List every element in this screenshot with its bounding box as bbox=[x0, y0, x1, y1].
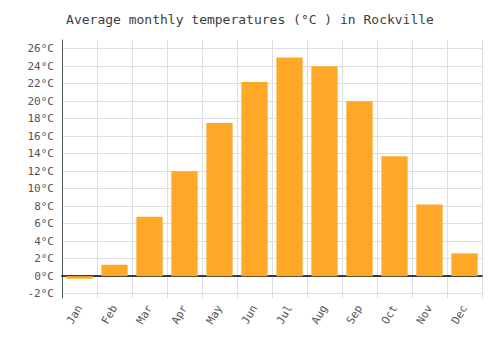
svg-text:Oct: Oct bbox=[379, 303, 400, 327]
svg-text:12°C: 12°C bbox=[28, 165, 55, 178]
svg-text:Nov: Nov bbox=[414, 302, 435, 326]
svg-text:8°C: 8°C bbox=[34, 200, 54, 213]
svg-text:16°C: 16°C bbox=[28, 130, 55, 143]
svg-text:4°C: 4°C bbox=[34, 235, 54, 248]
svg-text:Jan: Jan bbox=[64, 303, 85, 327]
svg-text:26°C: 26°C bbox=[28, 42, 55, 55]
svg-text:22°C: 22°C bbox=[28, 77, 55, 90]
svg-text:May: May bbox=[204, 302, 225, 326]
svg-text:Feb: Feb bbox=[99, 303, 120, 327]
svg-text:14°C: 14°C bbox=[28, 147, 55, 160]
svg-text:Mar: Mar bbox=[134, 302, 155, 326]
svg-text:Apr: Apr bbox=[169, 302, 190, 326]
svg-text:Sep: Sep bbox=[344, 303, 365, 327]
svg-text:-2°C: -2°C bbox=[28, 287, 55, 300]
svg-text:Average monthly temperatures (: Average monthly temperatures (°C ) in Ro… bbox=[66, 12, 434, 27]
svg-text:Jul: Jul bbox=[274, 303, 295, 327]
svg-text:Aug: Aug bbox=[309, 303, 330, 327]
svg-text:20°C: 20°C bbox=[28, 95, 55, 108]
svg-text:10°C: 10°C bbox=[28, 182, 55, 195]
svg-text:Dec: Dec bbox=[449, 303, 470, 327]
svg-text:18°C: 18°C bbox=[28, 112, 55, 125]
svg-text:0°C: 0°C bbox=[34, 270, 54, 283]
svg-text:24°C: 24°C bbox=[28, 60, 55, 73]
svg-text:6°C: 6°C bbox=[34, 217, 54, 230]
svg-text:Jun: Jun bbox=[239, 303, 260, 327]
svg-text:2°C: 2°C bbox=[34, 252, 54, 265]
